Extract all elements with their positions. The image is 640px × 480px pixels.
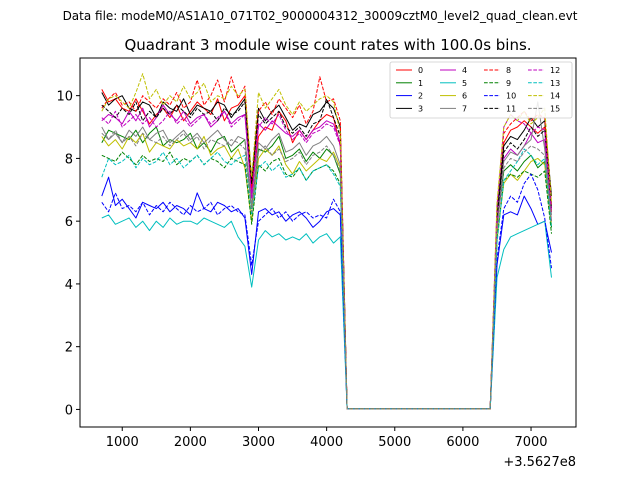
series-line-4 <box>101 104 552 410</box>
y-axis-ticks: 0 2 4 6 8 10 <box>56 90 80 418</box>
legend-label-13: 13 <box>550 79 560 88</box>
legend-label-15: 15 <box>550 104 560 113</box>
legend-label-1: 1 <box>418 79 423 88</box>
legend-label-9: 9 <box>506 79 511 88</box>
y-tick-label: 8 <box>65 152 73 167</box>
series-line-15 <box>101 129 552 410</box>
y-tick-label: 10 <box>56 90 73 105</box>
chart-suptitle: Data file: modeM0/AS1A10_071T02_90000043… <box>63 9 578 23</box>
legend-label-7: 7 <box>462 104 467 113</box>
x-axis-ticks: 1000 2000 3000 4000 5000 6000 7000 <box>106 427 548 450</box>
x-offset-label: +3.5627e8 <box>503 455 576 470</box>
y-tick-label: 2 <box>65 341 73 356</box>
series-line-1 <box>101 126 552 410</box>
x-tick-label: 1000 <box>106 435 139 450</box>
series-line-2 <box>101 176 552 410</box>
series-line-5 <box>101 214 552 410</box>
legend-label-3: 3 <box>418 104 423 113</box>
axes-frame <box>79 57 577 428</box>
series-line-7 <box>101 101 552 410</box>
x-tick-label: 5000 <box>378 435 411 450</box>
x-tick-label: 6000 <box>446 435 479 450</box>
x-tick-label: 2000 <box>174 435 207 450</box>
series-line-8 <box>101 76 552 410</box>
legend-label-8: 8 <box>506 66 511 75</box>
legend-label-14: 14 <box>550 92 560 101</box>
y-tick-label: 4 <box>65 278 73 293</box>
legend-label-6: 6 <box>462 92 467 101</box>
legend-label-4: 4 <box>462 66 467 75</box>
legend-label-10: 10 <box>506 92 516 101</box>
x-tick-label: 7000 <box>514 435 547 450</box>
x-tick-label: 3000 <box>242 435 275 450</box>
y-tick-label: 0 <box>65 403 73 418</box>
y-tick-label: 6 <box>65 215 73 230</box>
series-line-13 <box>101 148 552 410</box>
legend-label-11: 11 <box>506 104 516 113</box>
legend-label-12: 12 <box>550 66 560 75</box>
chart-title: Quadrant 3 module wise count rates with … <box>124 36 531 54</box>
plot-lines <box>101 73 552 410</box>
series-line-12 <box>101 110 552 410</box>
legend-label-5: 5 <box>462 79 467 88</box>
series-line-10 <box>101 173 552 410</box>
legend-label-2: 2 <box>418 92 423 101</box>
legend-label-0: 0 <box>418 66 423 75</box>
legend-box <box>389 61 573 119</box>
x-tick-label: 4000 <box>310 435 343 450</box>
series-line-9 <box>101 151 552 410</box>
series-line-6 <box>101 132 552 410</box>
